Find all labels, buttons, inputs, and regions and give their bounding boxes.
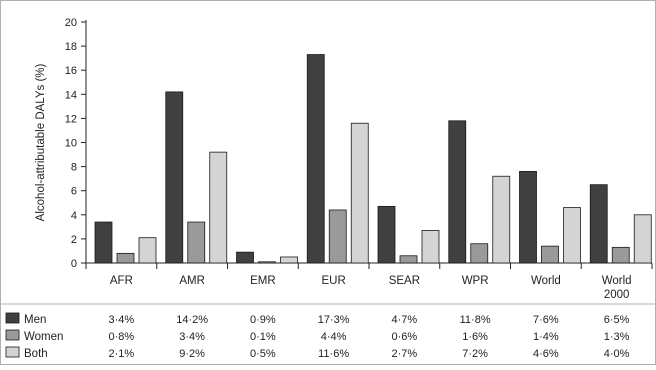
bar-women [470, 243, 489, 264]
y-axis-label: Alcohol-attributable DALYs (%) [35, 64, 47, 222]
table-cell-both: 4·0% [604, 348, 630, 360]
table-cell-men: 0·9% [250, 314, 276, 326]
bar-men [306, 54, 325, 264]
table-cell-women: 1·6% [462, 331, 488, 343]
x-category-label: World [531, 275, 561, 287]
bar-both [350, 122, 369, 264]
table-cell-men: 3·4% [109, 314, 135, 326]
x-category-label: AFR [110, 275, 133, 287]
legend-label-men: Men [24, 314, 46, 326]
bar-both [421, 230, 440, 264]
table-cell-both: 0·5% [250, 348, 276, 360]
table-cell-both: 2·1% [109, 348, 135, 360]
bar-women [399, 255, 418, 264]
table-cell-men: 7·6% [533, 314, 559, 326]
bar-both [280, 256, 298, 264]
x-category-label: WPR [462, 275, 489, 287]
x-category-label: World 2000 [602, 275, 632, 301]
bar-men [165, 91, 184, 264]
table-cell-both: 11·6% [318, 348, 349, 360]
table-cell-men: 14·2% [176, 314, 208, 326]
y-tick-label: 6 [71, 186, 77, 198]
x-category-label: SEAR [389, 275, 420, 287]
bar-both [563, 207, 581, 264]
x-category-label: EUR [321, 275, 345, 287]
bar-men [94, 221, 113, 264]
table-cell-women: 0·1% [250, 331, 276, 343]
bar-men [519, 171, 537, 264]
bar-men [448, 120, 467, 264]
bar-both [492, 175, 511, 264]
legend-swatch-both [5, 346, 20, 358]
bar-women [187, 221, 206, 264]
bar-men [589, 184, 608, 264]
y-tick-label: 12 [65, 113, 77, 125]
table-cell-both: 9·2% [179, 348, 205, 360]
table-cell-both: 2·7% [392, 348, 418, 360]
legend-swatch-men [5, 312, 20, 324]
bar-women [116, 252, 135, 264]
bar-men [377, 205, 396, 264]
bar-both [209, 151, 228, 264]
table-cell-both: 7·2% [462, 348, 488, 360]
legend-swatch-women [5, 329, 20, 341]
y-tick-label: 18 [65, 41, 77, 53]
y-tick-label: 14 [65, 89, 77, 101]
y-tick-label: 16 [65, 65, 77, 77]
y-tick-label: 8 [71, 162, 77, 174]
table-cell-men: 11·8% [460, 314, 491, 326]
table-cell-women: 1·3% [604, 331, 630, 343]
bar-men [236, 251, 254, 264]
y-tick-label: 2 [71, 234, 77, 246]
bar-women [258, 261, 276, 264]
y-tick-label: 4 [71, 210, 77, 222]
x-category-label: EMR [250, 275, 276, 287]
table-cell-men: 17·3% [318, 314, 350, 326]
bar-women [541, 245, 559, 264]
legend-label-both: Both [24, 348, 48, 360]
legend-label-women: Women [24, 331, 63, 343]
y-tick-label: 20 [65, 17, 77, 29]
bar-both [138, 237, 157, 264]
table-cell-women: 0·8% [109, 331, 135, 343]
bar-women [328, 209, 347, 264]
bar-women [611, 246, 630, 264]
table-cell-women: 3·4% [179, 331, 205, 343]
table-cell-women: 4·4% [321, 331, 347, 343]
bar-both [633, 214, 652, 264]
table-cell-women: 0·6% [392, 331, 418, 343]
table-cell-both: 4·6% [533, 348, 559, 360]
table-cell-men: 4·7% [392, 314, 418, 326]
table-cell-men: 6·5% [604, 314, 630, 326]
table-cell-women: 1·4% [533, 331, 559, 343]
y-tick-label: 10 [65, 138, 77, 150]
x-category-label: AMR [179, 275, 205, 287]
y-tick-label: 0 [71, 258, 77, 270]
